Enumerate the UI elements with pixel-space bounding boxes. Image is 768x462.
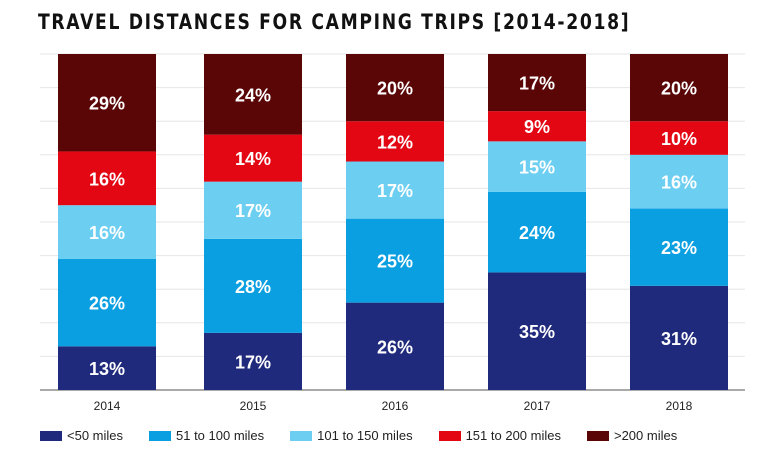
data-label: 28% <box>235 277 271 297</box>
bar-segment <box>346 54 444 122</box>
bar-segment <box>488 191 586 273</box>
data-label: 16% <box>89 223 125 243</box>
data-label: 20% <box>377 79 413 99</box>
bar-segment <box>488 111 586 142</box>
data-label: 12% <box>377 132 413 152</box>
bar-segment <box>488 54 586 112</box>
bar-segment <box>346 218 444 303</box>
x-tick-label: 2016 <box>382 399 409 413</box>
legend-item: 51 to 100 miles <box>149 428 264 443</box>
bar-segment <box>58 151 156 206</box>
bar-segment <box>204 238 302 333</box>
legend-label: >200 miles <box>613 428 678 443</box>
x-tick-label: 2018 <box>666 399 693 413</box>
data-label: 17% <box>235 352 271 372</box>
bar-segment <box>58 346 156 390</box>
data-label: 14% <box>235 149 271 169</box>
legend-swatch <box>438 430 461 441</box>
data-label: 25% <box>377 252 413 272</box>
bar-segment <box>58 54 156 152</box>
legend-swatch <box>149 430 171 441</box>
bar-segment <box>204 181 302 239</box>
data-label: 13% <box>89 359 125 379</box>
bar-segment <box>630 285 728 390</box>
legend-item: 101 to 150 miles <box>290 428 413 443</box>
data-label: 17% <box>235 201 271 221</box>
bar-segment <box>204 54 302 135</box>
bar-segment <box>204 134 302 182</box>
x-tick-label: 2015 <box>240 399 267 413</box>
legend-swatch <box>290 430 313 441</box>
legend-label: 151 to 200 miles <box>465 428 561 443</box>
legend-item: 151 to 200 miles <box>438 428 561 443</box>
bar-segment <box>488 272 586 390</box>
bar-segment <box>630 121 728 155</box>
data-label: 26% <box>377 337 413 357</box>
bar-segment <box>58 258 156 347</box>
data-label: 10% <box>661 129 697 149</box>
legend-label: 51 to 100 miles <box>176 428 265 443</box>
data-label: 20% <box>661 79 697 99</box>
bar-segment <box>488 141 586 192</box>
legend-label: <50 miles <box>67 428 123 443</box>
bar-segment <box>630 54 728 122</box>
x-tick-label: 2014 <box>94 399 121 413</box>
chart-title: TRAVEL DISTANCES FOR CAMPING TRIPS [2014… <box>38 10 631 34</box>
bar-segment <box>630 154 728 209</box>
bar-segment <box>630 208 728 286</box>
bar-segment <box>204 332 302 390</box>
legend-swatch <box>586 430 609 441</box>
legend-item: >200 miles <box>586 428 678 443</box>
bar-segment <box>346 121 444 162</box>
bar-segment <box>346 302 444 390</box>
data-label: 23% <box>661 238 697 258</box>
legend-swatch <box>40 430 62 441</box>
data-label: 29% <box>89 94 125 114</box>
data-label: 17% <box>519 74 555 94</box>
legend-label: 101 to 150 miles <box>317 428 413 443</box>
legend: <50 miles 51 to 100 miles 101 to 150 miles… <box>40 428 703 443</box>
data-label: 24% <box>519 223 555 243</box>
data-label: 35% <box>519 322 555 342</box>
data-label: 16% <box>661 173 697 193</box>
legend-item: <50 miles <box>40 428 123 443</box>
x-tick-label: 2017 <box>524 399 551 413</box>
data-label: 24% <box>235 85 271 105</box>
data-label: 16% <box>89 169 125 189</box>
bar-segment <box>58 205 156 259</box>
data-label: 17% <box>377 181 413 201</box>
bar-segment <box>346 161 444 219</box>
data-label: 15% <box>519 158 555 178</box>
data-label: 31% <box>661 329 697 349</box>
data-label: 9% <box>524 117 550 137</box>
data-label: 26% <box>89 294 125 314</box>
